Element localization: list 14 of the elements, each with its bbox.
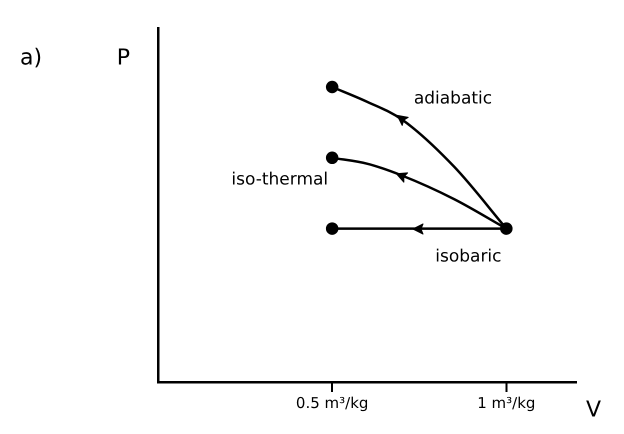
point bbox=[412, 223, 424, 234]
y-axis-title: P bbox=[116, 46, 130, 71]
series-label: adiabatic bbox=[414, 88, 492, 108]
x-axis-title: V bbox=[586, 398, 602, 423]
series-label: isobaric bbox=[435, 246, 502, 267]
point bbox=[396, 115, 409, 126]
point bbox=[326, 152, 338, 164]
x-tick-label: 0.5 m³/kg bbox=[296, 394, 368, 412]
point bbox=[326, 222, 338, 235]
point bbox=[396, 172, 408, 182]
x-tick-label: 1 m³/kg bbox=[477, 394, 536, 412]
text: a) bbox=[20, 46, 42, 71]
point bbox=[326, 80, 338, 94]
series-label: iso-thermal bbox=[231, 170, 328, 190]
